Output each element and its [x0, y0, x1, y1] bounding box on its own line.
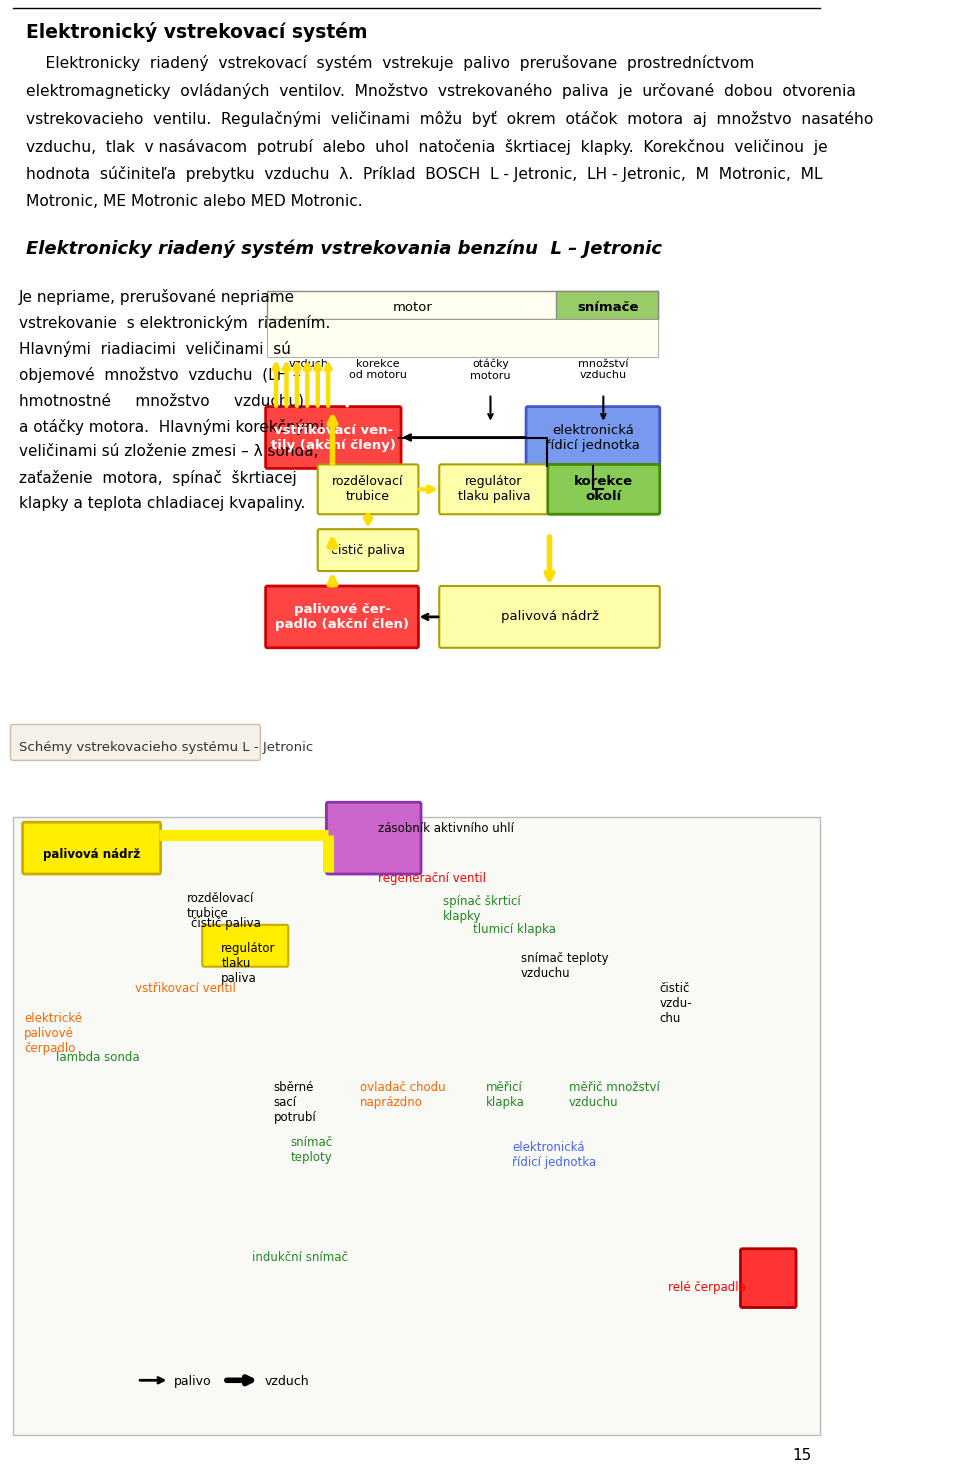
Text: snímače: snímače: [577, 301, 638, 314]
Text: palivová nádrž: palivová nádrž: [42, 849, 140, 861]
FancyBboxPatch shape: [11, 724, 260, 761]
Text: elektronická
řídicí jednotka: elektronická řídicí jednotka: [513, 1141, 596, 1168]
Text: Elektronicky riadený systém vstrekovania benzínu  L – Jetronic: Elektronicky riadený systém vstrekovania…: [26, 239, 662, 258]
FancyBboxPatch shape: [440, 465, 548, 515]
Text: vstřikovací ventil: vstřikovací ventil: [134, 982, 235, 994]
Text: relé čerpadla: relé čerpadla: [668, 1281, 746, 1293]
Text: vzduch: vzduch: [265, 1375, 309, 1388]
Text: hodnota  súčiniteľa  prebytku  vzduchu  λ.  Príklad  BOSCH  L - Jetronic,  LH - : hodnota súčiniteľa prebytku vzduchu λ. P…: [26, 167, 823, 182]
Text: 15: 15: [792, 1448, 811, 1463]
Text: hmotnostné     množstvo     vzduchu): hmotnostné množstvo vzduchu): [19, 393, 304, 408]
Text: snímač
teploty: snímač teploty: [291, 1136, 333, 1164]
Text: regulátor
tlaku
paliva: regulátor tlaku paliva: [222, 941, 276, 985]
FancyBboxPatch shape: [318, 465, 419, 515]
Text: rozdělovací
trubice: rozdělovací trubice: [332, 475, 404, 503]
FancyBboxPatch shape: [268, 292, 658, 320]
Text: indukční snímač: indukční snímač: [252, 1250, 348, 1264]
Text: ovladač chodu
naprázdno: ovladač chodu naprázdno: [360, 1082, 445, 1110]
Text: palivová nádrž: palivová nádrž: [500, 610, 598, 623]
Text: sběrné
sací
potrubí: sběrné sací potrubí: [274, 1082, 316, 1124]
Text: Motronic, ME Motronic alebo MED Motronic.: Motronic, ME Motronic alebo MED Motronic…: [26, 195, 363, 210]
Text: otáčky
motoru: otáčky motoru: [470, 359, 511, 381]
FancyBboxPatch shape: [556, 292, 658, 320]
FancyBboxPatch shape: [13, 817, 821, 1435]
FancyBboxPatch shape: [266, 586, 419, 648]
Text: objemové  množstvo  vzduchu  (LH –: objemové množstvo vzduchu (LH –: [19, 366, 300, 383]
Text: čistič paliva: čistič paliva: [331, 544, 405, 557]
Text: měřič množství
vzduchu: měřič množství vzduchu: [568, 1082, 660, 1110]
Text: lambda sonda: lambda sonda: [57, 1051, 140, 1064]
Text: palivo: palivo: [174, 1375, 211, 1388]
Text: motor: motor: [393, 301, 432, 314]
Text: regulátor
tlaku paliva: regulátor tlaku paliva: [458, 475, 530, 503]
Text: vzduchu,  tlak  v nasávacom  potrubí  alebo  uhol  natočenia  škrtiacej  klapky.: vzduchu, tlak v nasávacom potrubí alebo …: [26, 138, 828, 154]
Text: korekce
od motoru: korekce od motoru: [348, 359, 407, 380]
Text: elektronická
řídicí jednotka: elektronická řídicí jednotka: [545, 424, 640, 452]
Text: vstrekovanie  s elektronickým  riadením.: vstrekovanie s elektronickým riadením.: [19, 315, 330, 331]
Text: klapky a teplota chladiacej kvapaliny.: klapky a teplota chladiacej kvapaliny.: [19, 497, 305, 512]
Text: zásobník aktivního uhlí: zásobník aktivního uhlí: [377, 822, 514, 836]
Text: regenerační ventil: regenerační ventil: [377, 872, 486, 885]
Text: čistič paliva: čistič paliva: [191, 916, 261, 929]
Text: tlumicí klapka: tlumicí klapka: [473, 924, 556, 935]
FancyBboxPatch shape: [740, 1249, 796, 1308]
FancyBboxPatch shape: [440, 586, 660, 648]
Text: veličinami sú zloženie zmesi – λ sonda,: veličinami sú zloženie zmesi – λ sonda,: [19, 444, 319, 459]
Text: korekce
okolí: korekce okolí: [574, 475, 634, 503]
FancyBboxPatch shape: [203, 925, 288, 966]
Text: čistič
vzdu-
chu: čistič vzdu- chu: [660, 982, 692, 1025]
Text: palivové čer-
padlo (akční člen): palivové čer- padlo (akční člen): [275, 603, 409, 630]
Text: Je nepriame, prerušované nepriame: Je nepriame, prerušované nepriame: [19, 289, 296, 305]
FancyBboxPatch shape: [268, 320, 658, 356]
Text: zaťaženie  motora,  spínač  škrtiacej: zaťaženie motora, spínač škrtiacej: [19, 471, 297, 487]
Text: Elektronicky  riadený  vstrekovací  systém  vstrekuje  palivo  prerušovane  pros: Elektronicky riadený vstrekovací systém …: [26, 54, 755, 70]
Text: rozdělovací
trubice: rozdělovací trubice: [186, 891, 254, 921]
Text: snímač teploty
vzduchu: snímač teploty vzduchu: [521, 951, 609, 979]
Text: vzduch: vzduch: [288, 359, 328, 369]
Text: Schémy vstrekovacieho systému L - Jetronic: Schémy vstrekovacieho systému L - Jetron…: [19, 742, 313, 755]
Text: elektrické
palivové
čerpadlo: elektrické palivové čerpadlo: [24, 1012, 83, 1054]
FancyBboxPatch shape: [318, 529, 419, 572]
Text: Elektronický vstrekovací systém: Elektronický vstrekovací systém: [26, 22, 368, 43]
Text: vstřikovací ven-
tily (akční členy): vstřikovací ven- tily (akční členy): [271, 424, 396, 452]
Text: spínač škrticí
klapky: spínač škrticí klapky: [443, 894, 520, 924]
Text: množství
vzduchu: množství vzduchu: [578, 359, 629, 380]
FancyBboxPatch shape: [266, 406, 401, 469]
Text: a otáčky motora.  Hlavnými korekčnými: a otáčky motora. Hlavnými korekčnými: [19, 419, 324, 434]
Text: měřicí
klapka: měřicí klapka: [486, 1082, 525, 1110]
FancyBboxPatch shape: [526, 406, 660, 469]
FancyBboxPatch shape: [548, 465, 660, 515]
Text: Hlavnými  riadiacimi  veličinami  sú: Hlavnými riadiacimi veličinami sú: [19, 340, 291, 356]
FancyBboxPatch shape: [326, 802, 421, 874]
Text: vstrekovacieho  ventilu.  Regulačnými  veličinami  môžu  byť  okrem  otáčok  mot: vstrekovacieho ventilu. Regulačnými veli…: [26, 110, 874, 126]
Text: elektromagneticky  ovládaných  ventilov.  Množstvo  vstrekovaného  paliva  je  u: elektromagneticky ovládaných ventilov. M…: [26, 82, 856, 98]
FancyBboxPatch shape: [23, 822, 160, 874]
